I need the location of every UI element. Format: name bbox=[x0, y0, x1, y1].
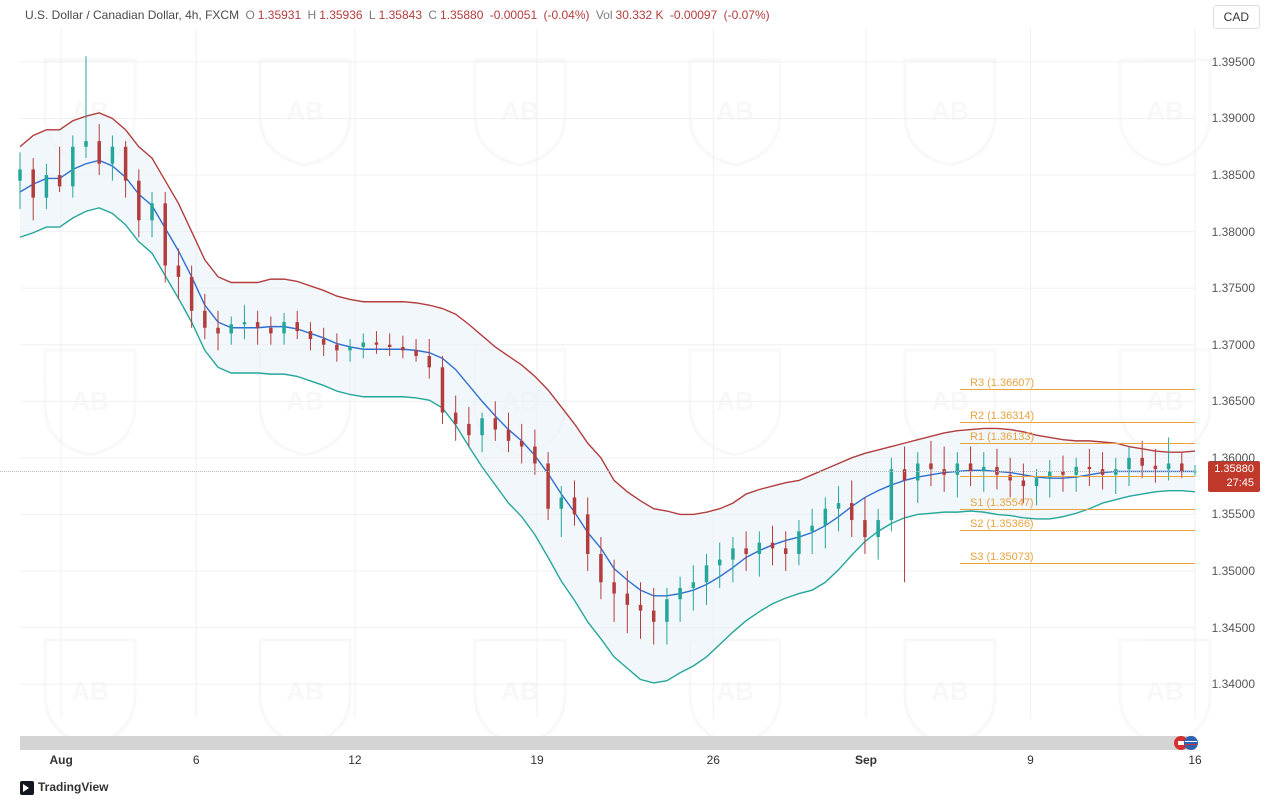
pivot-label-r3: R3 (1.36607) bbox=[970, 377, 1034, 389]
pivot-label-s3: S3 (1.35073) bbox=[970, 551, 1034, 563]
change2-pct: (-0.07%) bbox=[724, 8, 770, 22]
pivot-line-s2 bbox=[960, 530, 1195, 531]
pivot-line-r1 bbox=[960, 443, 1195, 444]
y-tick-label: 1.38000 bbox=[1212, 225, 1255, 239]
svg-text:AB: AB bbox=[71, 676, 109, 706]
pivot-line-r2 bbox=[960, 422, 1195, 423]
c-value: 1.35880 bbox=[440, 8, 483, 22]
svg-text:AB: AB bbox=[501, 96, 539, 126]
pivot-label-s2: S2 (1.35366) bbox=[970, 518, 1034, 530]
y-tick-label: 1.36500 bbox=[1212, 394, 1255, 408]
chart-header: U.S. Dollar / Canadian Dollar, 4h, FXCM … bbox=[25, 8, 773, 22]
pivot-line-s1 bbox=[960, 509, 1195, 510]
y-tick-label: 1.38500 bbox=[1212, 168, 1255, 182]
svg-text:AB: AB bbox=[716, 96, 754, 126]
change2-abs: -0.00097 bbox=[670, 8, 717, 22]
x-axis: Aug 6 12 19 26 Sep 9 16 bbox=[20, 753, 1200, 773]
svg-text:AB: AB bbox=[1146, 96, 1184, 126]
y-tick-label: 1.34000 bbox=[1212, 677, 1255, 691]
x-tick-label: Aug bbox=[49, 753, 72, 767]
l-label: L bbox=[369, 8, 376, 22]
svg-text:AB: AB bbox=[931, 96, 969, 126]
l-value: 1.35843 bbox=[379, 8, 422, 22]
svg-text:AB: AB bbox=[286, 96, 324, 126]
x-tick-label: 16 bbox=[1188, 753, 1201, 767]
y-tick-label: 1.39000 bbox=[1212, 111, 1255, 125]
h-value: 1.35936 bbox=[319, 8, 362, 22]
x-tick-label: Sep bbox=[855, 753, 877, 767]
currency-pair-icon bbox=[1174, 735, 1198, 751]
svg-text:AB: AB bbox=[716, 676, 754, 706]
y-tick-label: 1.34500 bbox=[1212, 621, 1255, 635]
time-scrollbar[interactable] bbox=[20, 736, 1195, 750]
symbol-name: U.S. Dollar / Canadian Dollar, 4h, FXCM bbox=[25, 8, 239, 22]
tradingview-branding: TradingView bbox=[20, 780, 108, 795]
x-tick-label: 19 bbox=[530, 753, 543, 767]
x-tick-label: 9 bbox=[1027, 753, 1034, 767]
y-tick-label: 1.37500 bbox=[1212, 281, 1255, 295]
change-abs: -0.00051 bbox=[490, 8, 537, 22]
h-label: H bbox=[308, 8, 317, 22]
pivot-line-r3 bbox=[960, 389, 1195, 390]
vol-value: 30.332 K bbox=[616, 8, 664, 22]
svg-text:AB: AB bbox=[286, 676, 324, 706]
y-tick-label: 1.39500 bbox=[1212, 55, 1255, 69]
pivot-label-r1: R1 (1.36133) bbox=[970, 431, 1034, 443]
y-tick-label: 1.37000 bbox=[1212, 338, 1255, 352]
y-tick-label: 1.35000 bbox=[1212, 564, 1255, 578]
vol-label: Vol bbox=[596, 8, 613, 22]
svg-text:AB: AB bbox=[1146, 676, 1184, 706]
x-tick-label: 6 bbox=[193, 753, 200, 767]
last-price-line bbox=[0, 471, 1195, 472]
pivot-label-r2: R2 (1.36314) bbox=[970, 410, 1034, 422]
pivot-line-s3 bbox=[960, 563, 1195, 564]
y-tick-label: 1.35500 bbox=[1212, 507, 1255, 521]
c-label: C bbox=[428, 8, 437, 22]
change-pct: (-0.04%) bbox=[543, 8, 589, 22]
x-tick-label: 12 bbox=[348, 753, 361, 767]
x-tick-label: 26 bbox=[707, 753, 720, 767]
pivot-label-s1: S1 (1.35547) bbox=[970, 497, 1034, 509]
tradingview-icon bbox=[20, 781, 34, 795]
y-axis: 1.39500 1.39000 1.38500 1.38000 1.37500 1.370… bbox=[1200, 0, 1260, 803]
svg-text:AB: AB bbox=[931, 676, 969, 706]
currency-button[interactable]: CAD bbox=[1213, 5, 1260, 29]
svg-text:AB: AB bbox=[501, 676, 539, 706]
o-value: 1.35931 bbox=[258, 8, 301, 22]
pivot-line-p bbox=[960, 476, 1195, 477]
o-label: O bbox=[245, 8, 254, 22]
y-tick-label: 1.36000 bbox=[1212, 451, 1255, 465]
price-chart[interactable]: ABABABABABABABABABABABABABABABABABAB bbox=[0, 0, 1280, 803]
